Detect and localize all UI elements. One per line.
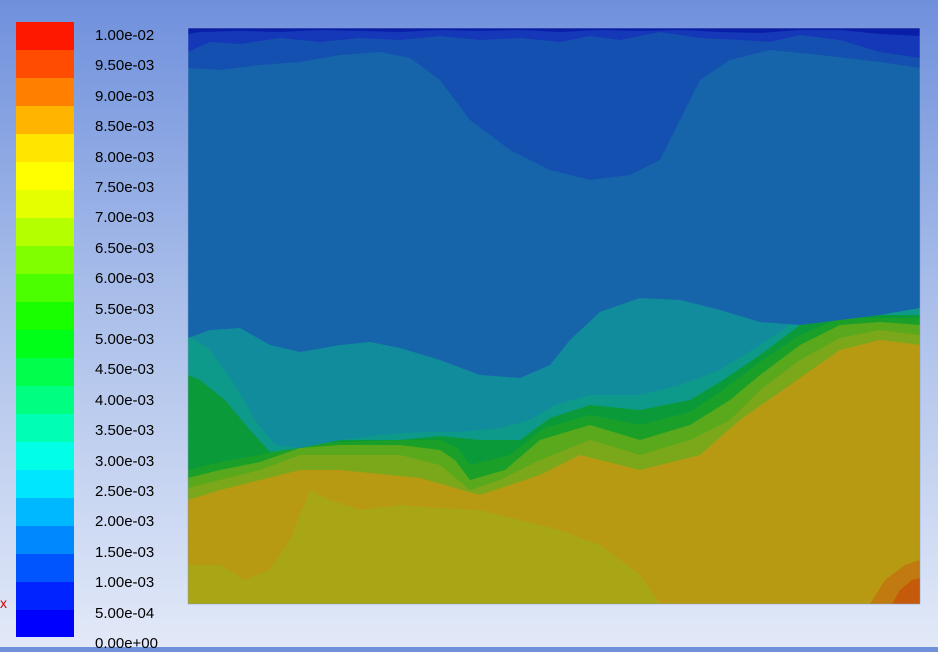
legend-swatch [16,581,74,610]
legend-tick-label: 3.50e-03 [95,422,155,440]
contour-blue [188,28,920,180]
legend-tick-label: 5.00e-03 [95,331,155,348]
legend-tick-label: 1.50e-03 [95,543,155,561]
contour-olive-lower [188,490,660,604]
contour-top-band [188,28,920,36]
legend-tick-label: 1.00e-03 [95,574,155,592]
contour-dark-blue [188,28,920,58]
legend-swatch [16,245,74,275]
legend-tick-label: 2.00e-03 [95,513,155,531]
legend-tick-label: 9.00e-03 [95,87,155,105]
legend-tick-label: 2.50e-03 [95,483,155,500]
legend-tick-label: 9.50e-03 [95,57,155,75]
contour-red-orange [892,578,920,604]
legend-swatch [16,609,74,638]
legend-tick-label: 6.00e-03 [95,270,155,288]
legend-swatch [16,329,74,358]
legend-swatch [16,49,74,79]
legend-tick-label: 8.50e-03 [95,118,155,136]
legend-swatch [16,217,74,247]
legend-swatch [16,161,74,191]
legend-tick-label: 4.00e-03 [95,391,155,409]
legend-tick-label: 5.00e-04 [95,604,155,622]
legend-tick-label: 4.50e-03 [95,361,155,379]
legend-swatch [16,469,74,498]
legend-tick-label: 3.00e-03 [95,452,155,470]
legend-tick-label: 5.50e-03 [95,300,155,318]
legend-tick-label: 8.00e-03 [95,148,155,166]
legend-tick-label: 7.50e-03 [95,179,155,196]
contour-teal-blue [188,28,920,378]
axis-edge-mark: x [0,595,7,611]
color-legend-bar [16,22,74,638]
legend-swatch [16,77,74,107]
legend-swatch [16,553,74,582]
plot-frame [187,27,921,605]
legend-swatch [16,385,74,414]
legend-swatch [16,133,74,163]
legend-swatch [16,413,74,442]
legend-swatch [16,301,74,330]
legend-tick-label: 7.00e-03 [95,209,155,227]
legend-swatch [16,105,74,135]
legend-swatch [16,273,74,303]
legend-swatch [16,497,74,526]
legend-swatch [16,22,74,51]
legend-swatch [16,441,74,470]
legend-tick-label: 1.00e-02 [95,27,155,44]
legend-swatch [16,525,74,554]
legend-swatch [16,357,74,386]
legend-tick-label: 6.50e-03 [95,239,155,257]
legend-swatch [16,189,74,219]
